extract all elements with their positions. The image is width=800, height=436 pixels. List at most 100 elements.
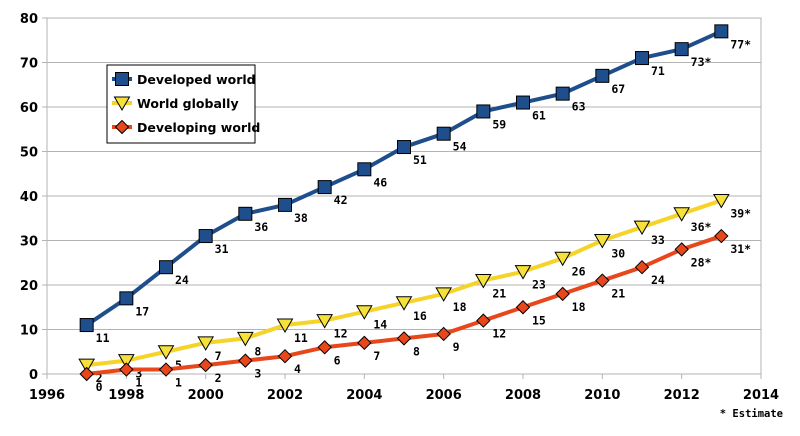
data-label: 7: [215, 349, 222, 363]
data-point: [516, 95, 530, 110]
x-tick-label: 2002: [267, 388, 303, 403]
data-point: [515, 300, 531, 315]
data-label: 33: [651, 233, 665, 247]
data-point: [712, 193, 730, 209]
legend-marker: [113, 96, 131, 112]
data-point: [554, 251, 572, 267]
data-label: 21: [492, 287, 506, 301]
data-point: [238, 206, 253, 221]
data-point: [476, 313, 491, 328]
x-tick-label: 2006: [426, 388, 462, 403]
legend-label: Developing world: [137, 120, 260, 135]
data-label: 24: [175, 273, 189, 287]
data-label: 5: [175, 358, 182, 372]
data-label: 15: [532, 313, 546, 327]
data-label: 23: [532, 278, 546, 292]
data-label: 71: [651, 64, 665, 78]
data-point: [555, 286, 570, 302]
y-tick-label: 40: [20, 190, 38, 205]
data-point: [435, 287, 453, 302]
data-point: [514, 265, 532, 280]
x-tick-label: 2012: [664, 388, 700, 403]
data-label: 1: [135, 376, 142, 390]
data-label: 61: [532, 109, 546, 123]
y-tick-label: 80: [20, 12, 38, 27]
data-label: 21: [611, 287, 625, 301]
data-point: [276, 318, 294, 334]
legend: Developed world World globally Developing …: [106, 64, 260, 144]
data-label: 30: [611, 247, 625, 261]
data-point: [436, 326, 451, 342]
data-point: [357, 162, 372, 177]
data-label: 73*: [691, 55, 712, 69]
data-point: [78, 358, 96, 374]
data-label: 63: [572, 100, 586, 114]
data-point: [436, 126, 451, 141]
data-label: 38: [294, 211, 308, 225]
data-point: [316, 314, 334, 329]
data-point: [673, 207, 691, 222]
data-label: 3: [254, 367, 261, 381]
data-point: [595, 273, 610, 288]
data-point: [355, 305, 373, 320]
data-point: [635, 51, 649, 66]
data-point: [277, 348, 293, 364]
data-point: [159, 260, 173, 275]
data-label: 17: [135, 304, 149, 318]
data-point: [238, 353, 253, 368]
data-label: 54: [453, 140, 467, 154]
series-developed-world: 11 17 24 31 36 38 42 46 51 54 59 61 63 67 71 73* 77*: [79, 24, 751, 345]
x-tick-label: 1998: [108, 388, 144, 403]
legend-label: World globally: [137, 96, 239, 111]
data-label: 31: [215, 242, 229, 256]
data-label: 31*: [730, 242, 751, 256]
x-tick-label: 2008: [505, 388, 541, 403]
y-tick-label: 20: [20, 279, 38, 294]
data-label: 12: [334, 327, 348, 341]
data-point: [555, 86, 570, 101]
data-label: 9: [453, 340, 460, 354]
data-point: [197, 336, 215, 351]
data-label: 46: [373, 175, 387, 189]
data-label: 8: [413, 344, 420, 358]
data-point: [674, 242, 689, 257]
data-point: [593, 234, 611, 249]
data-point: [79, 318, 94, 333]
data-label: 77*: [730, 37, 751, 51]
data-point: [474, 274, 492, 289]
data-label: 11: [294, 331, 308, 345]
data-point: [317, 180, 332, 195]
data-point: [278, 197, 292, 212]
data-point: [317, 340, 332, 355]
y-tick-label: 10: [20, 324, 38, 339]
data-label: 26: [572, 264, 586, 278]
data-label: 51: [413, 153, 427, 167]
data-point: [633, 220, 651, 236]
x-tick-label: 2014: [743, 388, 779, 403]
data-point: [79, 366, 94, 382]
data-point: [357, 335, 372, 351]
data-point: [395, 296, 413, 311]
y-tick-label: 30: [20, 235, 38, 250]
data-label: 1: [175, 376, 182, 390]
data-point: [595, 68, 610, 83]
data-point: [714, 24, 729, 39]
legend-marker: [115, 72, 129, 86]
data-label: 42: [334, 193, 348, 207]
data-label: 18: [572, 300, 586, 314]
data-label: 8: [254, 344, 261, 358]
legend-marker: [114, 119, 130, 135]
y-tick-label: 70: [20, 57, 38, 72]
data-label: 18: [453, 300, 467, 314]
legend-item: Developed world: [112, 72, 256, 87]
data-label: 4: [294, 362, 301, 376]
data-point: [396, 331, 412, 346]
legend-item: Developing world: [112, 119, 260, 135]
data-point: [674, 42, 689, 57]
estimate-note: * Estimate: [720, 408, 783, 420]
